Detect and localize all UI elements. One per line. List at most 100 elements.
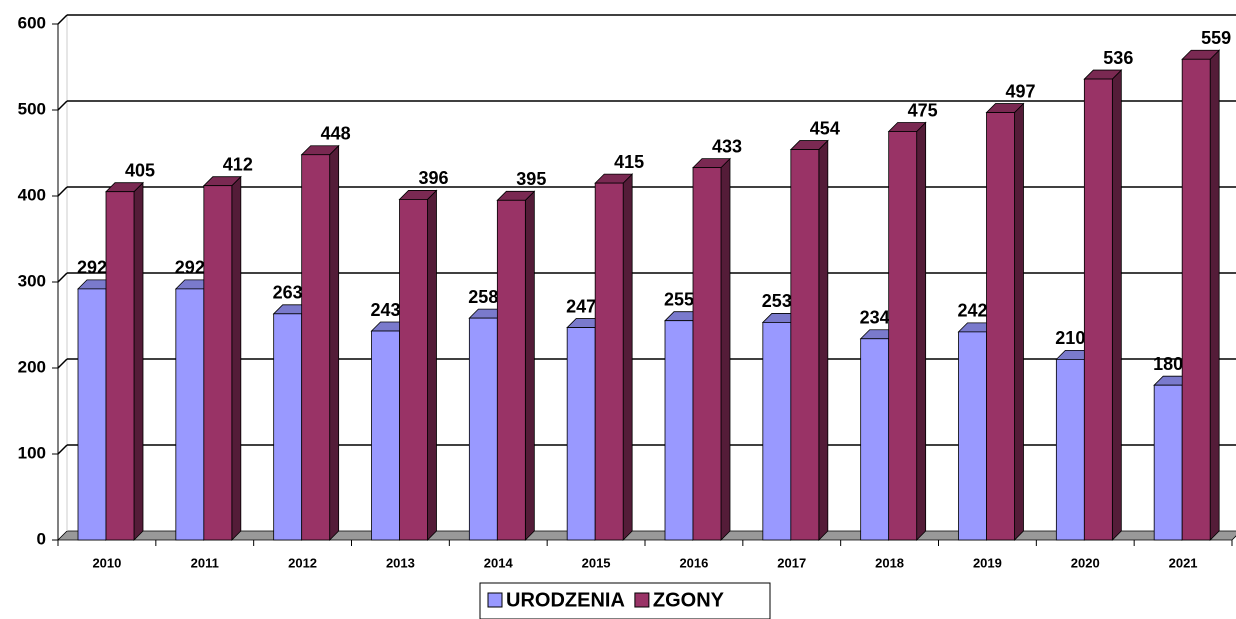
x-tick-label: 2011	[191, 555, 219, 570]
bar-front	[371, 330, 400, 541]
x-tick-label: 2019	[973, 555, 1002, 570]
bar-side	[1209, 49, 1220, 541]
x-tick-label: 2015	[582, 555, 611, 570]
bar-side	[231, 175, 242, 541]
value-label: 536	[1103, 48, 1133, 68]
bar	[496, 190, 536, 541]
bar-side	[720, 157, 731, 541]
bar-side	[133, 181, 144, 541]
value-label: 433	[712, 136, 742, 156]
bar	[202, 175, 242, 541]
x-tick-label: 2010	[92, 555, 121, 570]
x-tick-label: 2020	[1071, 555, 1100, 570]
grid-line	[57, 272, 68, 283]
bar	[1181, 49, 1221, 541]
value-label: 396	[418, 168, 448, 188]
legend-label: URODZENIA	[506, 589, 625, 611]
x-tick-label: 2013	[386, 555, 415, 570]
value-label: 243	[370, 300, 400, 320]
bar-front	[468, 317, 498, 541]
grid-line	[57, 358, 68, 369]
bar-front	[496, 199, 526, 541]
value-label: 253	[762, 291, 792, 311]
legend-box	[479, 582, 771, 619]
bar-side	[1014, 102, 1024, 541]
value-label: 559	[1201, 28, 1231, 48]
bar-side	[329, 144, 340, 541]
bar-front	[203, 185, 233, 541]
grid-line	[57, 14, 68, 25]
bar-front	[986, 112, 1015, 541]
value-label: 292	[77, 258, 107, 278]
bar-front	[958, 331, 987, 541]
value-label: 210	[1055, 328, 1085, 348]
value-label: 412	[223, 154, 253, 174]
bar-side	[818, 139, 829, 541]
bar-front	[273, 313, 303, 541]
bar-front	[105, 191, 135, 541]
legend-swatch	[634, 592, 650, 608]
bar-front	[790, 149, 820, 541]
value-label: 395	[516, 169, 546, 189]
bar	[105, 181, 144, 541]
bar-front	[1153, 384, 1183, 541]
value-label: 497	[1005, 81, 1035, 101]
x-tick-label: 2012	[288, 555, 317, 570]
y-tick-label: 400	[18, 185, 46, 204]
bar-front	[301, 154, 331, 541]
value-label: 180	[1153, 354, 1183, 374]
legend-swatch	[487, 592, 503, 608]
bar	[985, 102, 1025, 541]
bar-front	[762, 322, 792, 541]
bar-front	[1181, 58, 1211, 541]
y-tick-label: 0	[37, 529, 46, 548]
bar-front	[888, 131, 918, 541]
grid-line	[57, 444, 68, 455]
y-tick-label: 600	[18, 13, 46, 32]
grid-line	[57, 100, 68, 111]
value-label: 405	[125, 160, 155, 180]
value-label: 415	[614, 152, 644, 172]
bar-front	[1083, 78, 1113, 541]
y-tick-label: 100	[18, 443, 46, 462]
x-tick-label: 2021	[1169, 555, 1198, 570]
bar-front	[594, 182, 624, 541]
bar-side	[427, 189, 437, 541]
y-tick-label: 300	[18, 271, 46, 290]
bar	[1083, 69, 1123, 541]
value-label: 454	[810, 118, 840, 138]
bar-front	[692, 167, 722, 541]
legend-label: ZGONY	[653, 589, 725, 611]
value-label: 255	[664, 289, 694, 309]
bar	[789, 139, 829, 541]
bar	[887, 121, 927, 541]
value-label: 234	[860, 308, 890, 328]
bar-side	[622, 173, 633, 541]
x-tick-label: 2017	[777, 555, 806, 570]
value-label: 292	[175, 258, 205, 278]
grid-line	[57, 186, 68, 197]
value-label: 263	[273, 283, 303, 303]
bar	[594, 173, 634, 541]
x-tick-label: 2018	[875, 555, 904, 570]
value-label: 242	[957, 301, 987, 321]
bar-front	[175, 288, 205, 541]
bar-front	[860, 338, 890, 541]
bar	[398, 189, 438, 541]
value-label: 475	[908, 100, 938, 120]
y-tick-label: 500	[18, 99, 46, 118]
bar-side	[916, 121, 927, 541]
x-tick-label: 2016	[679, 555, 708, 570]
bar	[692, 157, 731, 541]
y-tick-label: 200	[18, 357, 46, 376]
bar-front	[77, 288, 107, 541]
x-tick-label: 2014	[484, 555, 514, 570]
value-label: 247	[566, 296, 596, 316]
bar-front	[566, 327, 596, 541]
bar	[300, 144, 340, 541]
bar-front	[664, 320, 694, 541]
value-label: 258	[468, 287, 498, 307]
bar-front	[399, 199, 428, 541]
value-label: 448	[321, 123, 351, 143]
